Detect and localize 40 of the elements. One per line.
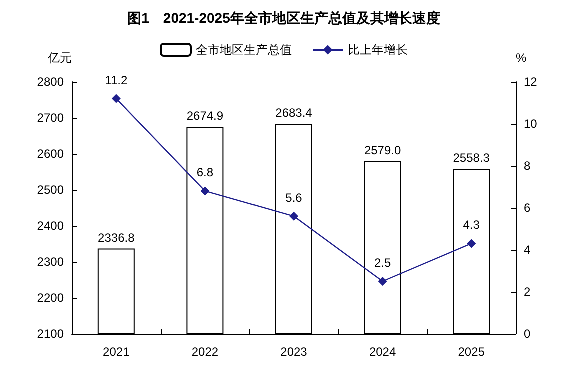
y2-tick-label: 4 — [524, 243, 531, 257]
y-tick-label: 2200 — [37, 291, 64, 305]
y2-tick-label: 2 — [524, 285, 531, 299]
x-tick-label: 2024 — [369, 345, 396, 359]
y2-tick-label: 0 — [524, 327, 531, 341]
x-tick-label: 2025 — [458, 345, 486, 359]
y-axis-title: 亿元 — [47, 51, 72, 65]
point — [467, 239, 476, 248]
x-tick-label: 2023 — [280, 345, 308, 359]
data-label: 2336.8 — [98, 230, 136, 245]
y2-tick-label: 8 — [524, 159, 531, 173]
y2-tick-label: 6 — [524, 201, 531, 215]
y-tick-label: 2800 — [37, 75, 64, 89]
y2-tick-label: 12 — [524, 75, 538, 89]
point — [200, 186, 210, 196]
data-label: 2.5 — [374, 256, 392, 270]
y-tick-label: 2600 — [37, 147, 64, 161]
legend-label: 比上年增长 — [348, 43, 408, 57]
data-label: 11.2 — [105, 73, 128, 88]
point — [378, 277, 388, 286]
y-tick-label: 2300 — [37, 255, 64, 269]
chart-title: 图1 2021-2025年全市地区生产总值及其增长速度 — [128, 10, 440, 26]
data-label: 5.6 — [286, 190, 303, 205]
data-label: 2683.4 — [276, 106, 313, 120]
y-tick-label: 2400 — [37, 219, 64, 233]
y2-axis-title: % — [516, 51, 527, 65]
y-tick-label: 2500 — [37, 183, 64, 197]
y-tick-label: 2700 — [37, 111, 64, 125]
point — [290, 212, 298, 221]
x-tick-label: 2022 — [192, 345, 219, 359]
y2-tick-label: 10 — [524, 117, 538, 131]
data-label: 2674.9 — [186, 109, 224, 124]
data-label: 2558.3 — [453, 151, 490, 166]
y-tick-label: 2100 — [37, 327, 64, 341]
point — [112, 94, 121, 104]
data-label: 2579.0 — [364, 144, 402, 158]
data-label: 6.8 — [196, 166, 214, 180]
data-label: 4.3 — [463, 218, 480, 232]
x-tick-label: 2021 — [103, 345, 130, 359]
legend-label: 全市地区生产总值 — [196, 43, 292, 57]
